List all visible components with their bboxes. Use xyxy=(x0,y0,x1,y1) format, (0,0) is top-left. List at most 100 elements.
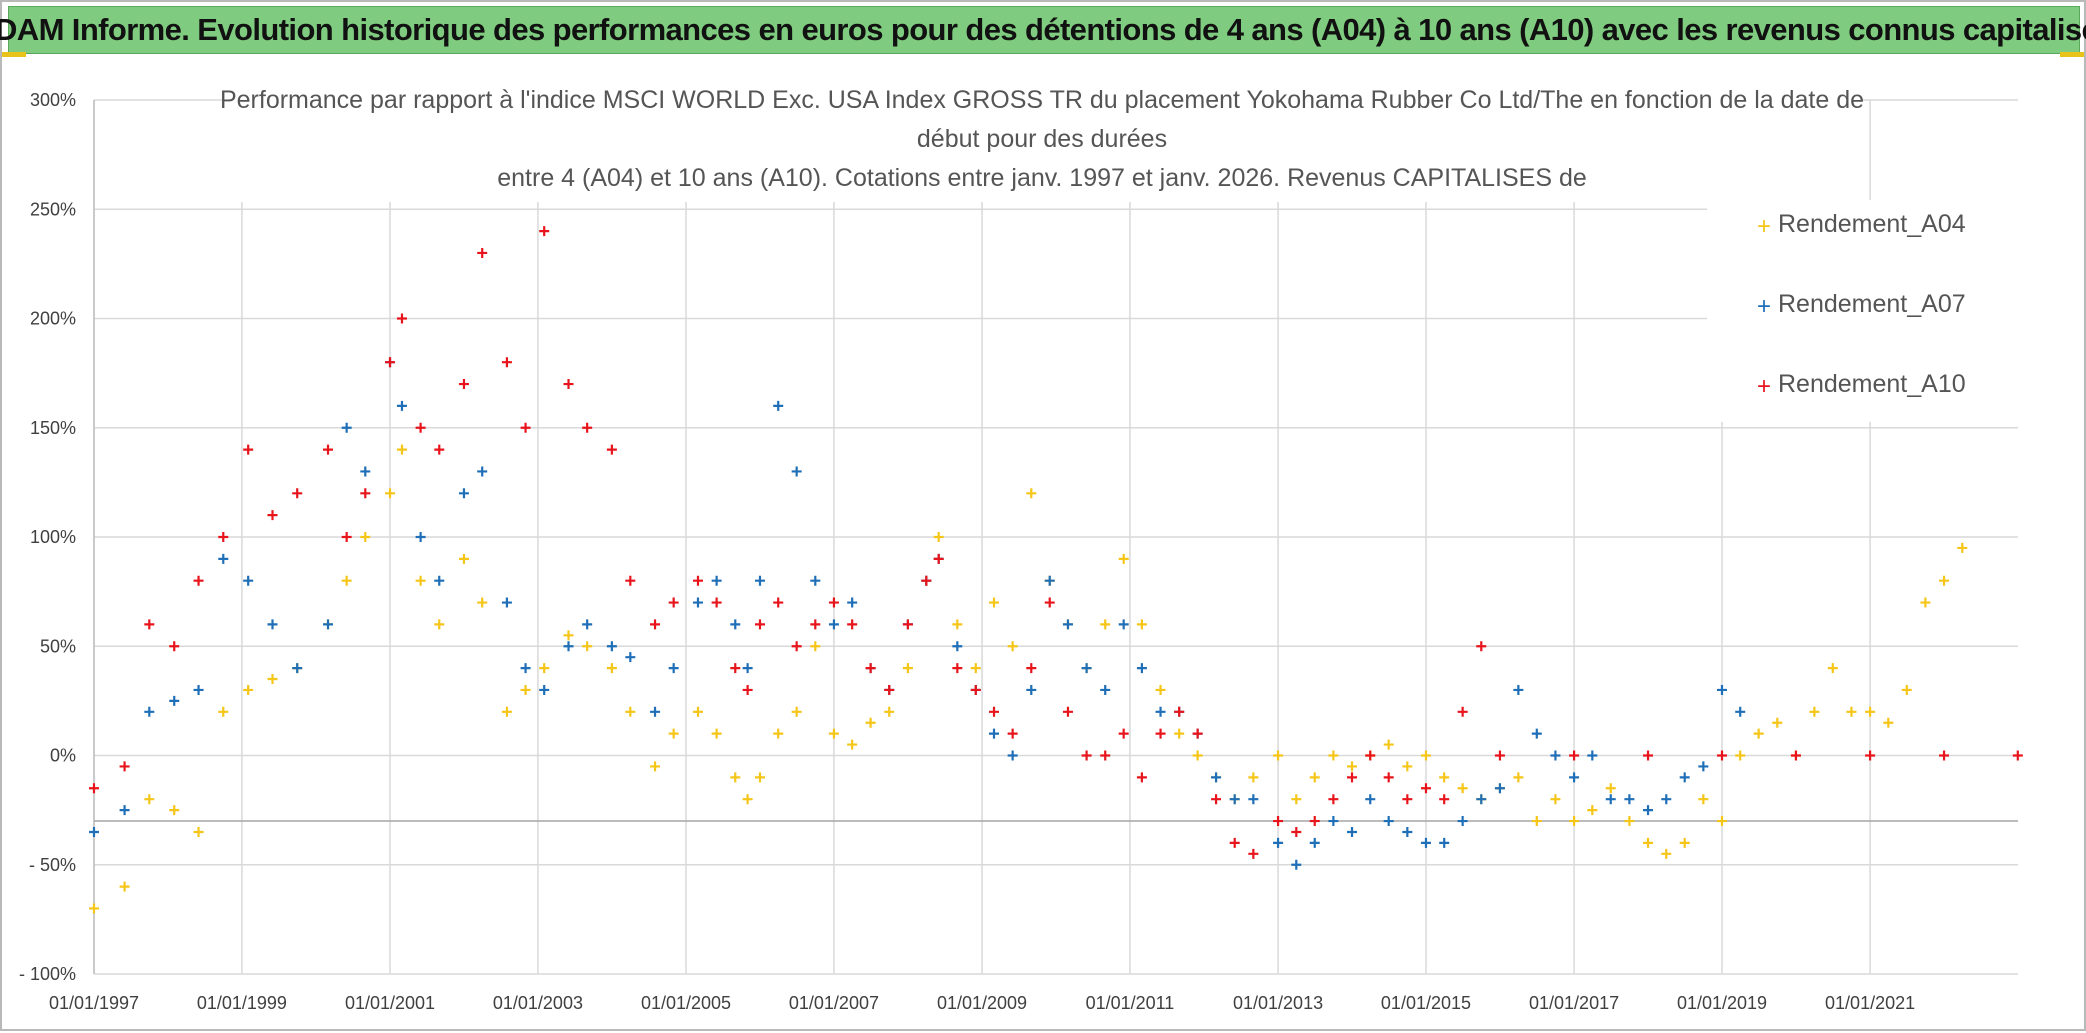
y-tick-label: - 50% xyxy=(29,855,76,875)
data-point-rendement-a07 xyxy=(193,684,204,695)
data-point-rendement-a10 xyxy=(730,663,741,674)
data-point-rendement-a07 xyxy=(1100,684,1111,695)
data-point-rendement-a04 xyxy=(539,663,550,674)
x-tick-label: 01/01/2003 xyxy=(493,993,583,1013)
data-point-rendement-a04 xyxy=(865,717,876,728)
x-tick-label: 01/01/2005 xyxy=(641,993,731,1013)
data-point-rendement-a10 xyxy=(169,641,180,652)
data-point-rendement-a10 xyxy=(1939,750,1950,761)
data-point-rendement-a04 xyxy=(884,706,895,717)
data-point-rendement-a04 xyxy=(1383,739,1394,750)
data-point-rendement-a10 xyxy=(606,444,617,455)
data-point-rendement-a07 xyxy=(1383,816,1394,827)
data-point-rendement-a10 xyxy=(668,597,679,608)
data-point-rendement-a07 xyxy=(360,466,371,477)
data-point-rendement-a07 xyxy=(791,466,802,477)
data-point-rendement-a07 xyxy=(539,684,550,695)
data-point-rendement-a10 xyxy=(89,783,99,794)
data-point-rendement-a04 xyxy=(1679,837,1690,848)
data-point-rendement-a10 xyxy=(1420,783,1431,794)
data-point-rendement-a04 xyxy=(1698,794,1709,805)
data-point-rendement-a07 xyxy=(1476,794,1487,805)
data-point-rendement-a10 xyxy=(1365,750,1376,761)
data-point-rendement-a04 xyxy=(434,619,445,630)
data-point-rendement-a07 xyxy=(1155,706,1166,717)
legend-label-a04: Rendement_A04 xyxy=(1778,210,1966,238)
data-point-rendement-a07 xyxy=(323,619,334,630)
data-point-rendement-a10 xyxy=(1328,794,1339,805)
data-point-rendement-a07 xyxy=(292,663,303,674)
data-point-rendement-a10 xyxy=(323,444,334,455)
data-point-rendement-a10 xyxy=(477,247,488,258)
data-point-rendement-a04 xyxy=(1624,816,1635,827)
data-point-rendement-a04 xyxy=(791,706,802,717)
data-point-rendement-a10 xyxy=(1081,750,1092,761)
grid-lines xyxy=(93,99,2018,975)
data-point-rendement-a10 xyxy=(828,597,839,608)
data-point-rendement-a07 xyxy=(1513,684,1524,695)
data-point-rendement-a04 xyxy=(828,728,839,739)
data-point-rendement-a10 xyxy=(501,357,512,368)
data-point-rendement-a10 xyxy=(1062,706,1073,717)
data-point-rendement-a10 xyxy=(1865,750,1876,761)
data-point-rendement-a10 xyxy=(1494,750,1505,761)
data-point-rendement-a07 xyxy=(730,619,741,630)
data-point-rendement-a10 xyxy=(625,575,636,586)
data-point-rendement-a04 xyxy=(1420,750,1431,761)
x-axis-ticks: 01/01/1997 01/01/1999 01/01/2001 01/01/2003… xyxy=(49,993,1915,1013)
data-point-rendement-a10 xyxy=(791,641,802,652)
data-point-rendement-a07 xyxy=(582,619,593,630)
data-point-rendement-a07 xyxy=(692,597,703,608)
data-points xyxy=(89,226,2023,914)
data-point-rendement-a07 xyxy=(415,532,426,542)
data-point-rendement-a04 xyxy=(396,444,407,455)
x-tick-label: 01/01/2015 xyxy=(1381,993,1471,1013)
legend-label-a10: Rendement_A10 xyxy=(1778,370,1966,398)
data-point-rendement-a04 xyxy=(1939,575,1950,586)
data-point-rendement-a04 xyxy=(1513,772,1524,783)
data-point-rendement-a04 xyxy=(970,663,981,674)
chart-legend: + Rendement_A04 + Rendement_A07 + Rendem… xyxy=(1707,200,2019,422)
data-point-rendement-a07 xyxy=(243,575,254,586)
data-point-rendement-a04 xyxy=(742,794,753,805)
data-point-rendement-a04 xyxy=(563,630,574,641)
data-point-rendement-a04 xyxy=(1605,783,1616,794)
data-point-rendement-a10 xyxy=(1439,794,1450,805)
data-point-rendement-a07 xyxy=(89,826,99,837)
data-point-rendement-a10 xyxy=(1118,728,1129,739)
data-point-rendement-a04 xyxy=(711,728,722,739)
data-point-rendement-a04 xyxy=(1587,805,1598,816)
x-tick-label: 01/01/2013 xyxy=(1233,993,1323,1013)
data-point-rendement-a04 xyxy=(1957,542,1968,553)
data-point-rendement-a10 xyxy=(218,532,229,542)
data-point-rendement-a04 xyxy=(582,641,593,652)
data-point-rendement-a07 xyxy=(458,488,469,499)
data-point-rendement-a04 xyxy=(810,641,821,652)
data-point-rendement-a10 xyxy=(692,575,703,586)
data-point-rendement-a07 xyxy=(144,706,155,717)
data-point-rendement-a07 xyxy=(1550,750,1561,761)
data-point-rendement-a07 xyxy=(1457,816,1468,827)
data-point-rendement-a10 xyxy=(847,619,858,630)
data-point-rendement-a10 xyxy=(933,553,944,564)
data-point-rendement-a07 xyxy=(1439,837,1450,848)
data-point-rendement-a07 xyxy=(1531,728,1542,739)
data-point-rendement-a04 xyxy=(1155,684,1166,695)
data-point-rendement-a04 xyxy=(1643,837,1654,848)
data-point-rendement-a10 xyxy=(773,597,784,608)
title-banner: ADAM Informe. Evolution historique des p… xyxy=(0,6,2086,54)
data-point-rendement-a07 xyxy=(1679,772,1690,783)
data-point-rendement-a04 xyxy=(1007,641,1018,652)
data-point-rendement-a07 xyxy=(1494,783,1505,794)
data-point-rendement-a04 xyxy=(1716,816,1727,827)
data-point-rendement-a04 xyxy=(119,881,130,892)
corner-accent-left xyxy=(2,52,26,57)
data-point-rendement-a07 xyxy=(952,641,963,652)
data-point-rendement-a04 xyxy=(1118,553,1129,564)
data-point-rendement-a10 xyxy=(1476,641,1487,652)
data-point-rendement-a10 xyxy=(119,761,130,772)
data-point-rendement-a07 xyxy=(477,466,488,477)
legend-background xyxy=(1707,200,2019,422)
data-point-rendement-a07 xyxy=(1347,826,1358,837)
data-point-rendement-a04 xyxy=(668,728,679,739)
